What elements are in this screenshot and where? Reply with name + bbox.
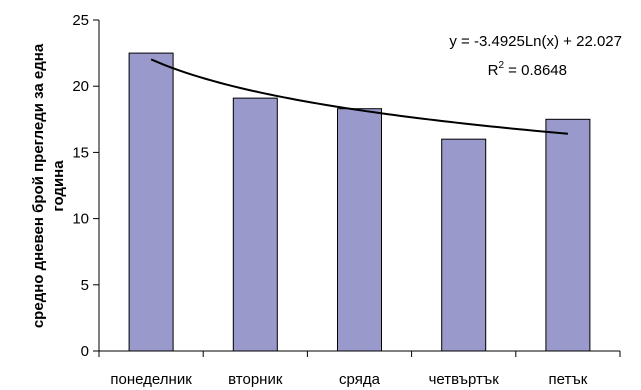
- y-axis-title-line2: година: [50, 160, 67, 212]
- bar-3: [337, 108, 382, 352]
- x-category-label: сряда: [339, 371, 381, 388]
- trendline-annotation: y = -3.4925Ln(x) + 22.027 R2 = 0.8648: [449, 33, 622, 79]
- y-axis-title-line1: средно дневен брой прегледи за една: [30, 43, 47, 328]
- y-axis-title: средно дневен брой прегледи за една годи…: [30, 43, 67, 328]
- x-axis-labels: понеделник вторник сряда четвъртък петък: [110, 371, 587, 388]
- bar-1: [128, 52, 174, 352]
- trendline: [150, 58, 568, 135]
- y-tick-label: 5: [81, 277, 89, 294]
- x-category-label: понеделник: [110, 371, 192, 388]
- bars: [128, 52, 591, 352]
- bar-2: [232, 97, 278, 352]
- trendline-r-squared: R2 = 0.8648: [488, 60, 567, 79]
- y-tick-label: 20: [72, 78, 89, 95]
- x-category-label: четвъртък: [429, 371, 500, 388]
- x-category-label: петък: [549, 371, 588, 388]
- x-category-label: вторник: [228, 371, 283, 388]
- y-tick-label: 0: [81, 343, 89, 360]
- bar-5: [545, 118, 591, 352]
- bar-4: [441, 138, 487, 352]
- y-tick-label: 10: [72, 211, 89, 228]
- y-tick-label: 25: [72, 12, 89, 29]
- axes: [98, 20, 621, 357]
- trendline-equation: y = -3.4925Ln(x) + 22.027: [449, 33, 622, 50]
- y-axis-ticks: 0 5 10 15 20 25: [72, 12, 99, 360]
- y-tick-label: 15: [72, 144, 89, 161]
